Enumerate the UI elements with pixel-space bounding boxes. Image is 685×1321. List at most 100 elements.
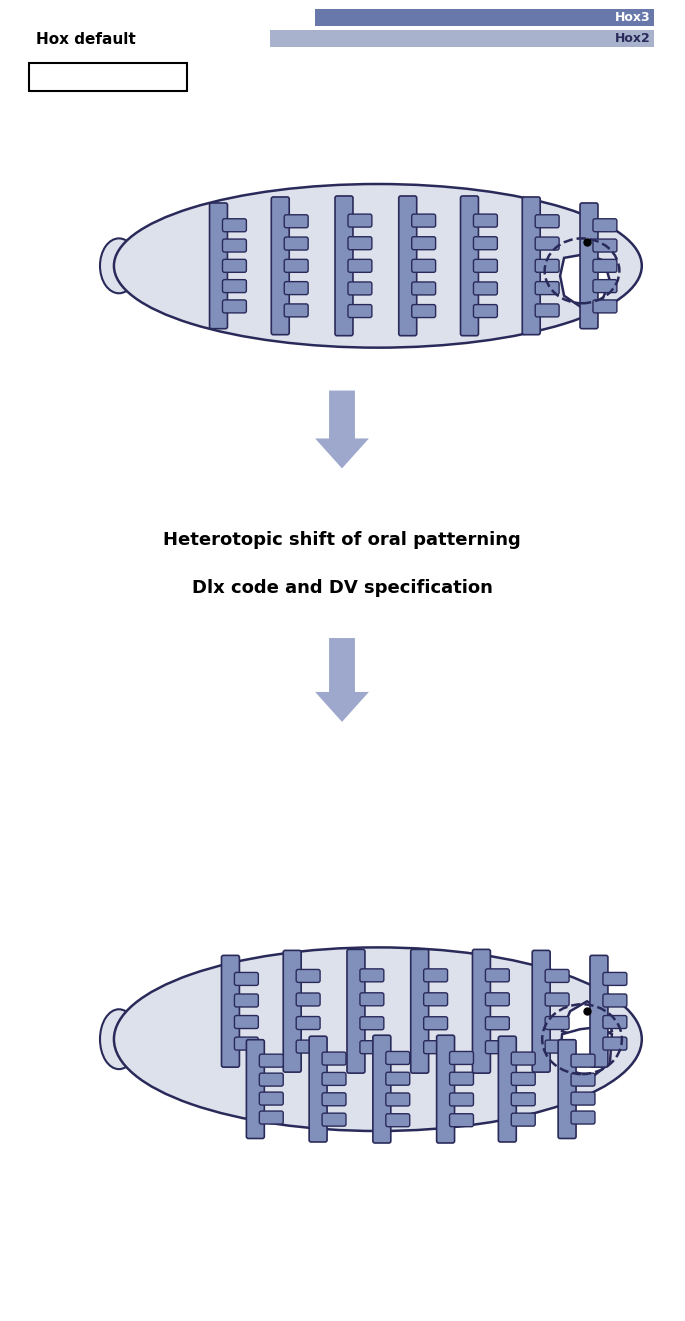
- FancyBboxPatch shape: [260, 1054, 283, 1067]
- FancyBboxPatch shape: [309, 1036, 327, 1141]
- Polygon shape: [562, 1001, 612, 1040]
- FancyBboxPatch shape: [545, 970, 569, 983]
- FancyBboxPatch shape: [386, 1114, 410, 1127]
- Bar: [271, 30, 653, 48]
- FancyBboxPatch shape: [322, 1092, 346, 1106]
- FancyBboxPatch shape: [247, 1040, 264, 1139]
- FancyBboxPatch shape: [593, 280, 617, 293]
- Polygon shape: [560, 1028, 612, 1077]
- FancyBboxPatch shape: [423, 1041, 447, 1054]
- FancyBboxPatch shape: [412, 281, 436, 295]
- FancyBboxPatch shape: [234, 1016, 258, 1029]
- FancyBboxPatch shape: [223, 300, 247, 313]
- FancyBboxPatch shape: [284, 215, 308, 227]
- Text: Hox default: Hox default: [36, 32, 136, 46]
- FancyBboxPatch shape: [386, 1073, 410, 1086]
- FancyBboxPatch shape: [210, 203, 227, 329]
- Text: Hox3: Hox3: [615, 12, 651, 24]
- FancyBboxPatch shape: [223, 280, 247, 293]
- FancyBboxPatch shape: [603, 972, 627, 985]
- FancyBboxPatch shape: [234, 1037, 258, 1050]
- FancyBboxPatch shape: [284, 259, 308, 272]
- FancyBboxPatch shape: [473, 281, 497, 295]
- Ellipse shape: [100, 1009, 138, 1069]
- FancyBboxPatch shape: [223, 259, 247, 272]
- FancyBboxPatch shape: [284, 236, 308, 250]
- FancyBboxPatch shape: [423, 993, 447, 1005]
- FancyBboxPatch shape: [571, 1073, 595, 1086]
- FancyBboxPatch shape: [449, 1092, 473, 1106]
- FancyBboxPatch shape: [545, 1040, 569, 1053]
- FancyBboxPatch shape: [511, 1073, 535, 1086]
- FancyBboxPatch shape: [348, 214, 372, 227]
- FancyBboxPatch shape: [296, 1040, 320, 1053]
- FancyBboxPatch shape: [532, 950, 550, 1073]
- FancyBboxPatch shape: [360, 993, 384, 1005]
- FancyBboxPatch shape: [260, 1073, 283, 1086]
- FancyBboxPatch shape: [234, 993, 258, 1007]
- FancyBboxPatch shape: [322, 1052, 346, 1065]
- FancyBboxPatch shape: [260, 1092, 283, 1106]
- Bar: [29, 63, 186, 91]
- FancyBboxPatch shape: [473, 950, 490, 1073]
- FancyBboxPatch shape: [234, 972, 258, 985]
- FancyBboxPatch shape: [580, 203, 598, 329]
- FancyBboxPatch shape: [511, 1092, 535, 1106]
- FancyBboxPatch shape: [593, 259, 617, 272]
- Ellipse shape: [100, 238, 138, 293]
- FancyBboxPatch shape: [347, 950, 365, 1073]
- FancyBboxPatch shape: [486, 968, 510, 982]
- FancyBboxPatch shape: [571, 1092, 595, 1106]
- FancyBboxPatch shape: [296, 1017, 320, 1029]
- Text: Heterotopic shift of oral patterning: Heterotopic shift of oral patterning: [163, 531, 521, 550]
- FancyBboxPatch shape: [535, 236, 559, 250]
- FancyBboxPatch shape: [322, 1073, 346, 1086]
- FancyBboxPatch shape: [348, 305, 372, 317]
- FancyBboxPatch shape: [348, 259, 372, 272]
- FancyBboxPatch shape: [423, 1017, 447, 1030]
- FancyBboxPatch shape: [296, 993, 320, 1007]
- FancyBboxPatch shape: [473, 214, 497, 227]
- FancyBboxPatch shape: [223, 239, 247, 252]
- FancyBboxPatch shape: [412, 259, 436, 272]
- FancyBboxPatch shape: [511, 1052, 535, 1065]
- FancyBboxPatch shape: [473, 236, 497, 250]
- FancyBboxPatch shape: [360, 1041, 384, 1054]
- Ellipse shape: [114, 184, 642, 347]
- FancyBboxPatch shape: [221, 955, 240, 1067]
- FancyBboxPatch shape: [473, 259, 497, 272]
- FancyBboxPatch shape: [348, 236, 372, 250]
- FancyBboxPatch shape: [449, 1073, 473, 1086]
- FancyBboxPatch shape: [411, 950, 429, 1073]
- FancyBboxPatch shape: [499, 1036, 516, 1141]
- FancyArrow shape: [315, 391, 369, 469]
- FancyBboxPatch shape: [593, 239, 617, 252]
- FancyBboxPatch shape: [535, 259, 559, 272]
- FancyBboxPatch shape: [535, 215, 559, 227]
- FancyBboxPatch shape: [260, 1111, 283, 1124]
- FancyBboxPatch shape: [373, 1036, 391, 1143]
- FancyBboxPatch shape: [423, 968, 447, 982]
- FancyBboxPatch shape: [412, 214, 436, 227]
- FancyBboxPatch shape: [360, 1017, 384, 1030]
- FancyBboxPatch shape: [593, 219, 617, 231]
- Bar: [315, 9, 653, 26]
- FancyBboxPatch shape: [284, 281, 308, 295]
- FancyBboxPatch shape: [603, 1016, 627, 1029]
- FancyBboxPatch shape: [486, 1041, 510, 1054]
- FancyBboxPatch shape: [535, 304, 559, 317]
- FancyBboxPatch shape: [603, 993, 627, 1007]
- FancyBboxPatch shape: [335, 196, 353, 336]
- FancyBboxPatch shape: [571, 1111, 595, 1124]
- FancyBboxPatch shape: [412, 305, 436, 317]
- FancyBboxPatch shape: [511, 1114, 535, 1125]
- FancyBboxPatch shape: [283, 950, 301, 1073]
- FancyBboxPatch shape: [322, 1114, 346, 1125]
- FancyBboxPatch shape: [545, 1017, 569, 1029]
- FancyBboxPatch shape: [223, 219, 247, 231]
- FancyBboxPatch shape: [535, 281, 559, 295]
- Polygon shape: [560, 254, 610, 308]
- FancyBboxPatch shape: [348, 281, 372, 295]
- FancyBboxPatch shape: [296, 970, 320, 983]
- FancyBboxPatch shape: [399, 196, 416, 336]
